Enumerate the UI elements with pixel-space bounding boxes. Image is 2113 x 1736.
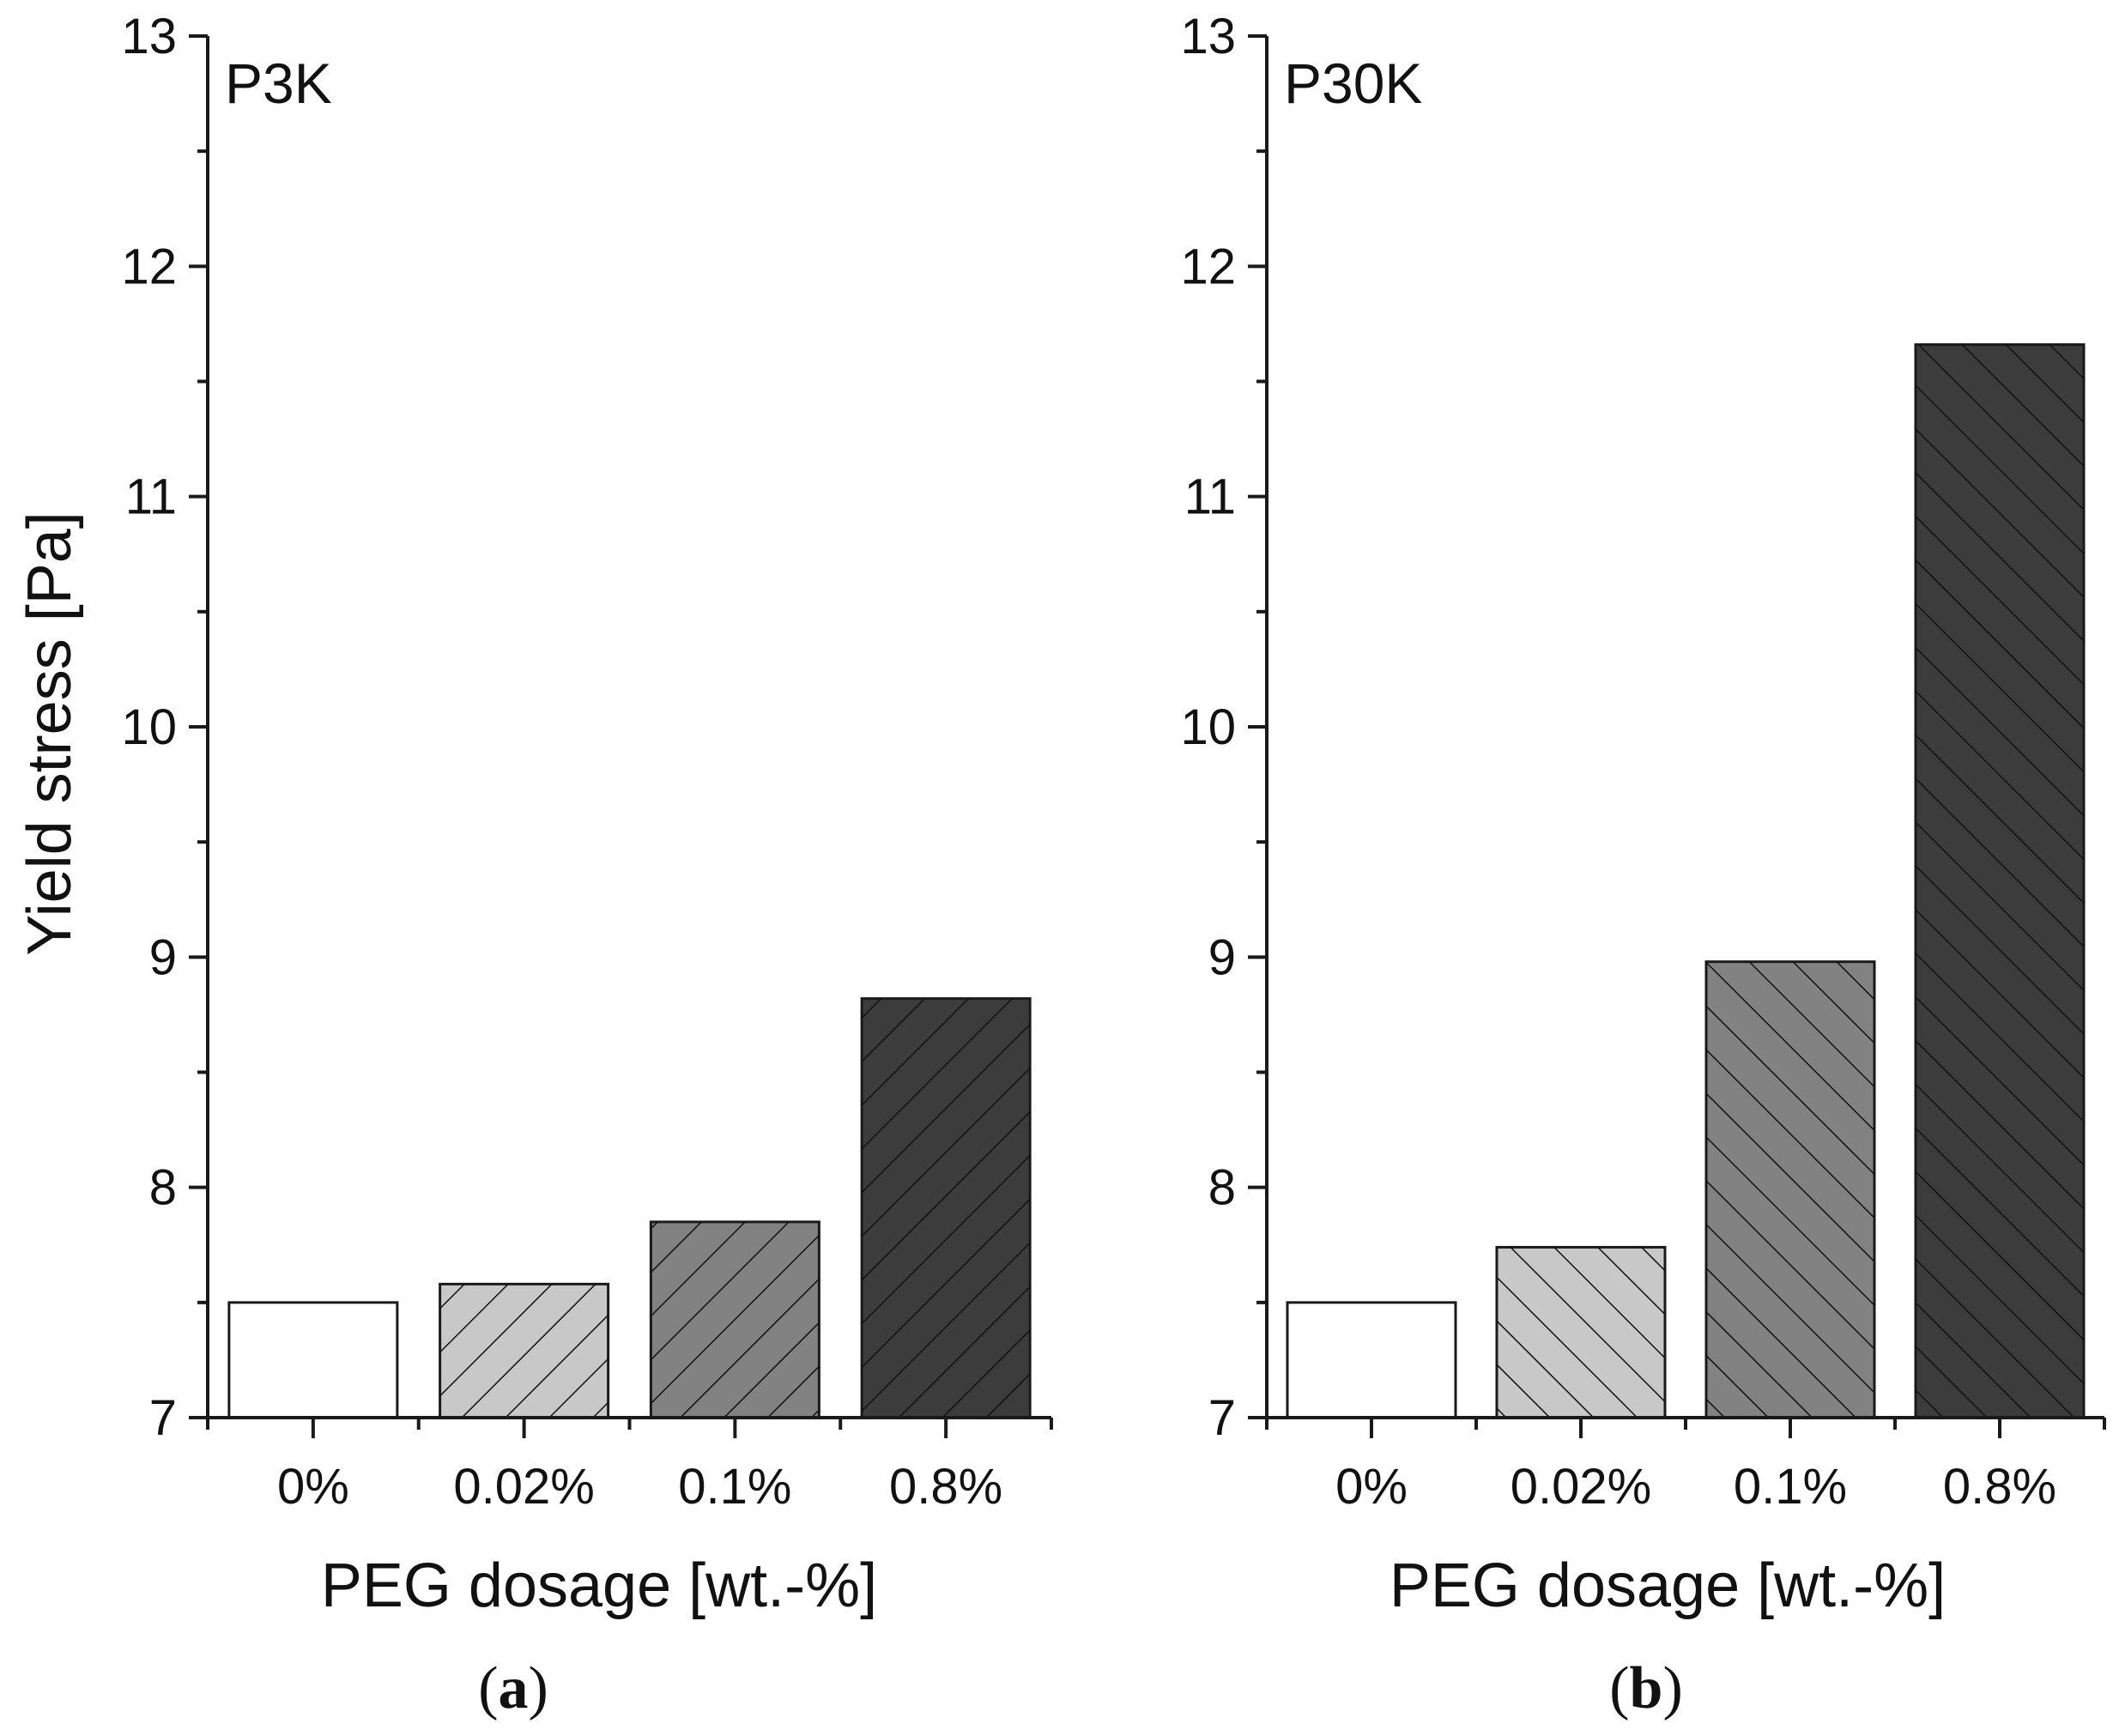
x-tick-label-a-1: 0.02% (453, 1459, 594, 1515)
x-tick-label-b-1: 0.02% (1511, 1459, 1651, 1515)
bar-b-3-hatch (1916, 344, 2084, 1418)
x-tick-label-a-3: 0.8% (889, 1459, 1002, 1515)
panel-title-b: P30K (1284, 51, 1422, 115)
tick-group-b: 7 8 9 10 11 12 13 0% 0.02% 0.1% 0.8% (1180, 9, 2106, 1515)
bar-a-3-hatch (862, 998, 1031, 1418)
y-tick-label-a-1: 8 (149, 1160, 177, 1216)
chart-panel-a: Yield stress [Pa] P3K PEG dosage [wt.-%]… (15, 9, 1053, 1721)
bar-a-2-hatch (651, 1221, 820, 1418)
bar-b-2-hatch (1706, 961, 1874, 1418)
y-tick-label-b-3: 10 (1180, 699, 1236, 755)
bar-group-b (1286, 343, 2086, 1419)
y-tick-label-b-5: 12 (1180, 239, 1236, 294)
y-tick-label-b-2: 9 (1208, 929, 1236, 985)
y-tick-label-b-1: 8 (1208, 1160, 1236, 1216)
caption-open-paren-b: ( (1609, 1655, 1629, 1721)
y-tick-label-a-0: 7 (149, 1390, 177, 1446)
tick-group-a: 7 8 9 10 11 12 13 0% 0.02% 0.1% 0.8% (121, 9, 1053, 1515)
y-tick-label-a-3: 10 (121, 699, 177, 755)
bar-b-0 (1286, 1301, 1457, 1419)
y-tick-label-b-4: 11 (1184, 469, 1236, 525)
x-tick-label-b-2: 0.1% (1734, 1459, 1847, 1515)
y-tick-label-b-0: 7 (1208, 1390, 1236, 1446)
caption-letter-a: a (499, 1655, 529, 1721)
bar-group-a (227, 997, 1032, 1419)
caption-close-paren-a: ) (529, 1655, 548, 1721)
caption-close-paren-b: ) (1662, 1655, 1682, 1721)
chart-panel-b: P30K PEG dosage [wt.-%] 7 8 9 10 11 12 13 0% 0.0… (1180, 9, 2106, 1721)
x-tick-label-b-3: 0.8% (1943, 1459, 2056, 1515)
x-axis-title-a: PEG dosage [wt.-%] (321, 1552, 877, 1620)
x-axis-title-b: PEG dosage [wt.-%] (1389, 1552, 1946, 1620)
caption-open-paren-a: ( (478, 1655, 498, 1721)
y-tick-label-a-4: 11 (125, 469, 177, 525)
caption-a: (a) (478, 1655, 548, 1721)
bar-a-1-hatch (439, 1284, 608, 1418)
y-tick-label-b-6: 13 (1180, 9, 1236, 64)
y-axis-title: Yield stress [Pa] (15, 511, 84, 956)
x-tick-label-b-0: 0% (1335, 1459, 1408, 1515)
bar-b-1-hatch (1497, 1247, 1665, 1418)
y-tick-label-a-2: 9 (149, 929, 177, 985)
caption-letter-b: b (1630, 1655, 1663, 1721)
x-tick-label-a-0: 0% (277, 1459, 349, 1515)
x-tick-label-a-2: 0.1% (678, 1459, 791, 1515)
bar-a-0 (227, 1301, 399, 1419)
panel-title-a: P3K (225, 51, 332, 115)
y-tick-label-a-6: 13 (121, 9, 177, 64)
caption-b: (b) (1609, 1655, 1683, 1721)
y-tick-label-a-5: 12 (121, 239, 177, 294)
